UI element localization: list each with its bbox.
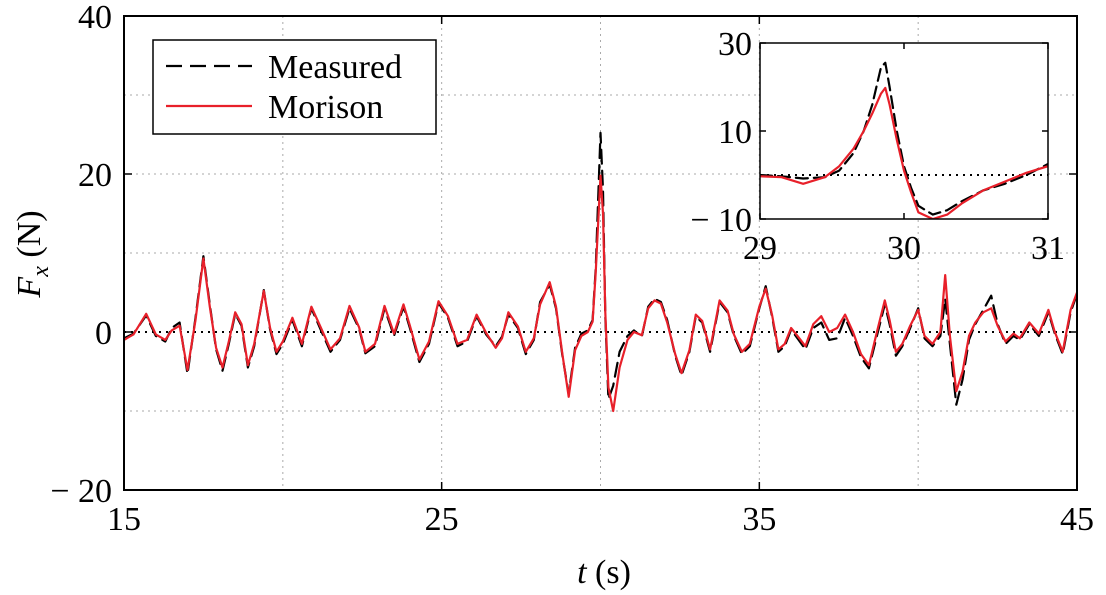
inset-x-tick-label: 31 <box>1031 230 1065 267</box>
y-axis-var: F <box>11 276 48 299</box>
main-tick-marks <box>123 15 1078 491</box>
main-series-layer <box>124 131 1077 413</box>
inset-y-tick-label: 10 <box>718 114 752 151</box>
inset-x-tick-label: 30 <box>887 230 921 267</box>
inset-background <box>760 43 1048 219</box>
inset-y-tick-labels: − 10 10 30 <box>690 26 752 239</box>
main-x-tick-label: 25 <box>425 501 459 538</box>
y-axis-subscript: x <box>28 266 54 278</box>
inset-y-tick-label: − 10 <box>690 202 752 239</box>
inset-x-tick-label: 29 <box>743 230 777 267</box>
inset-series-morison-line <box>760 86 1048 219</box>
main-y-tick-label: − 20 <box>50 473 112 510</box>
main-y-tick-label: 20 <box>78 157 112 194</box>
x-axis-unit: (s) <box>587 554 631 591</box>
y-axis-unit: (N) <box>11 210 48 266</box>
main-y-tick-labels: − 20 0 20 40 <box>50 0 112 510</box>
inset-tick-marks <box>759 42 1049 220</box>
main-x-tick-label: 45 <box>1060 501 1094 538</box>
main-y-tick-label: 0 <box>95 315 112 352</box>
y-axis-label: Fx (N) <box>11 210 54 298</box>
main-y-tick-label: 40 <box>78 0 112 36</box>
inset-y-tick-label: 30 <box>718 26 752 63</box>
x-axis-label: t (s) <box>577 554 631 591</box>
legend-box <box>152 39 437 135</box>
main-x-tick-label: 15 <box>107 501 141 538</box>
x-axis-var: t <box>577 554 588 591</box>
inset-series-layer <box>760 61 1048 219</box>
main-x-tick-labels: 15 25 35 45 <box>107 501 1094 538</box>
main-x-tick-label: 35 <box>742 501 776 538</box>
legend-label-measured: Measured <box>268 49 402 86</box>
main-plot-frame <box>123 15 1078 491</box>
legend-label-morison: Morison <box>268 89 383 126</box>
inset-x-tick-labels: 29 30 31 <box>743 230 1065 267</box>
main-series-morison-line <box>124 174 1077 413</box>
legend: Measured Morison <box>152 39 437 135</box>
